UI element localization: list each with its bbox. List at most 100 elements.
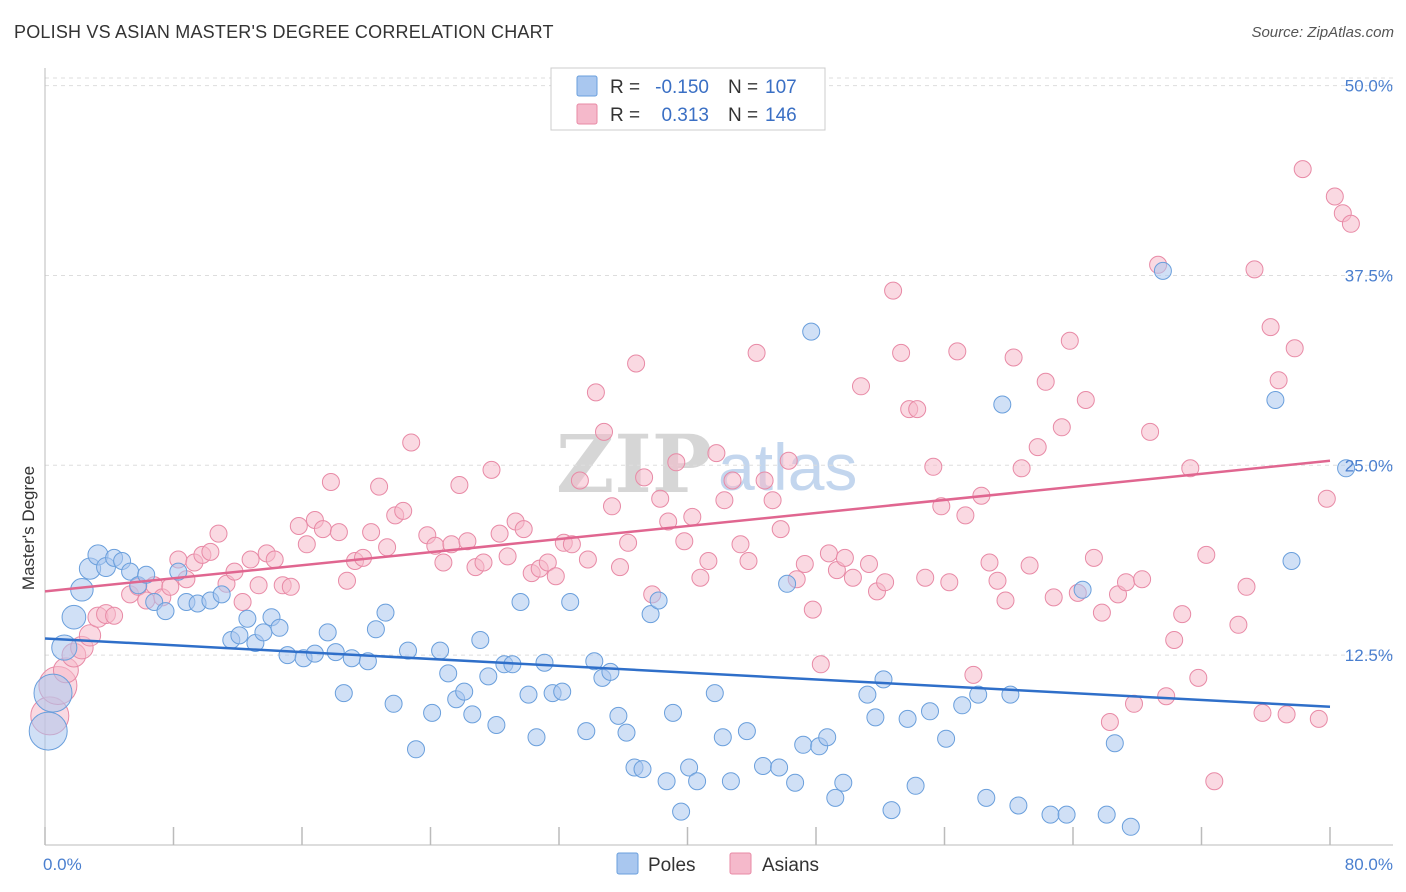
poles-point — [834, 773, 853, 792]
asians-point — [707, 444, 726, 463]
poles-point — [969, 685, 988, 704]
watermark-zip: ZIP — [556, 417, 712, 511]
poles-point — [70, 578, 94, 602]
asians-point — [771, 520, 790, 539]
legend-asians-r-value: 0.313 — [661, 105, 709, 126]
poles-point — [802, 322, 821, 341]
poles-point — [906, 776, 925, 795]
bottom-legend: Poles Asians — [616, 852, 819, 876]
asians-point — [884, 281, 903, 300]
poles-point — [1337, 459, 1356, 478]
asians-point — [627, 354, 646, 373]
trend-lines — [44, 459, 1331, 709]
asians-point — [811, 655, 830, 674]
asians-points — [30, 160, 1360, 791]
asians-point — [1341, 214, 1360, 233]
asians-point — [1092, 603, 1111, 622]
asians-point — [161, 577, 180, 596]
poles-point — [169, 562, 188, 581]
poles-point — [778, 574, 797, 593]
watermark: ZIP atlas — [556, 417, 857, 511]
asians-point — [651, 489, 670, 508]
poles-point — [61, 604, 87, 630]
asians-point — [474, 553, 493, 572]
poles-point — [455, 682, 474, 701]
poles-point — [794, 735, 813, 754]
poles-point — [399, 641, 417, 660]
asians-point — [835, 548, 854, 567]
poles-point — [1041, 805, 1060, 824]
asians-point — [803, 600, 822, 619]
x-tick-label: 80.0% — [1345, 855, 1393, 874]
poles-point — [754, 757, 772, 775]
poles-point — [431, 641, 450, 660]
poles-point — [471, 631, 490, 649]
chart-source: Source: ZipAtlas.com — [1251, 24, 1394, 41]
poles-point — [826, 788, 845, 807]
poles-point — [818, 728, 837, 747]
poles-point — [617, 723, 636, 742]
poles-point — [479, 667, 498, 686]
poles-point — [511, 593, 530, 611]
bottom-legend-poles-swatch — [616, 852, 639, 875]
poles-point — [384, 694, 403, 713]
asians-point — [731, 535, 750, 554]
poles-point — [1153, 261, 1172, 280]
asians-point — [482, 460, 501, 479]
top-legend: R = -0.150 N = 107 R = 0.313 N = 146 — [550, 67, 826, 131]
asians-point — [1229, 615, 1248, 634]
poles-point — [1282, 552, 1301, 570]
poles-point — [326, 643, 345, 662]
poles-point — [858, 685, 877, 704]
poles-point — [882, 801, 901, 820]
legend-poles-r-value: -0.150 — [655, 77, 709, 98]
asians-point — [1076, 391, 1095, 409]
asians-point — [1277, 705, 1296, 724]
asians-point — [281, 577, 300, 596]
asians-point — [1253, 703, 1272, 722]
asians-point — [78, 624, 102, 647]
poles-point — [1009, 796, 1028, 815]
asians-point — [964, 665, 983, 684]
asians-point — [675, 532, 694, 551]
asians-point — [338, 571, 356, 590]
poles-point — [866, 708, 885, 727]
poles-point — [1097, 805, 1116, 824]
poles-point — [577, 722, 596, 741]
asians-point — [1036, 372, 1055, 391]
poles-point — [439, 664, 458, 683]
asians-point — [329, 523, 348, 542]
asians-point — [956, 506, 975, 525]
poles-point — [407, 740, 425, 759]
asians-point — [747, 343, 766, 362]
poles-point — [898, 709, 917, 728]
poles-point — [657, 772, 676, 791]
poles-point — [156, 602, 175, 621]
asians-point — [1317, 489, 1336, 508]
poles-point — [238, 609, 257, 628]
asians-point — [948, 342, 967, 361]
asians-point — [619, 533, 638, 552]
poles-point — [633, 760, 652, 779]
poles-point — [553, 682, 572, 701]
poles-point — [609, 706, 628, 725]
poles-point — [366, 620, 385, 639]
poles-point — [1057, 805, 1076, 824]
asians-point — [1197, 545, 1216, 564]
poles-point — [713, 728, 732, 747]
poles-point — [977, 788, 996, 807]
asians-point — [458, 532, 477, 551]
asians-point — [1245, 260, 1264, 279]
poles-point — [376, 603, 395, 622]
asians-point — [209, 524, 228, 543]
asians-point — [715, 491, 734, 510]
asians-point — [394, 501, 413, 520]
asians-point — [940, 573, 959, 592]
asians-point — [546, 567, 565, 586]
asians-point — [1004, 348, 1023, 367]
poles-point — [993, 395, 1012, 414]
asians-point — [105, 606, 124, 625]
y-tick-label: 37.5% — [1345, 266, 1393, 285]
asians-point — [289, 517, 308, 535]
